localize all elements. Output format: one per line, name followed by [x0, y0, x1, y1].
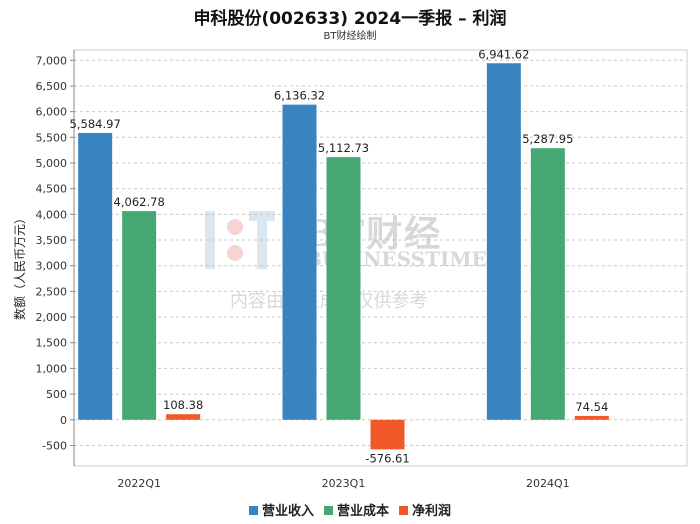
data-label: 6,136.32 — [274, 89, 325, 103]
legend-label: 净利润 — [412, 504, 452, 519]
data-label: 5,287.95 — [522, 132, 573, 146]
legend-item[interactable]: 营业成本 — [323, 500, 389, 519]
data-label: 108.38 — [163, 398, 203, 412]
y-tick-label: 1,000 — [36, 362, 68, 375]
legend-item[interactable]: 营业收入 — [248, 500, 314, 519]
chart-title: 申科股份(002633) 2024一季报 – 利润 — [193, 9, 507, 29]
legend-label: 营业成本 — [336, 504, 389, 519]
data-labels: 5,584.97 4,062.78 108.38 6,136.32 5,112.73 -5… — [70, 47, 609, 465]
x-tick-label: 2023Q1 — [322, 477, 366, 490]
legend-label: 营业收入 — [261, 504, 314, 519]
legend: 营业收入 营业成本 净利润 — [0, 500, 700, 519]
data-label: 5,584.97 — [70, 117, 121, 131]
x-tick-label: 2022Q1 — [117, 477, 161, 490]
bar-净利润-2022Q1 — [166, 414, 201, 420]
y-tick-label: 1,500 — [36, 337, 68, 350]
y-tick-label: 5,500 — [36, 131, 68, 144]
legend-swatch — [323, 506, 333, 515]
y-tick-label: 4,500 — [36, 183, 68, 196]
data-label: 6,941.62 — [478, 47, 529, 61]
data-label: 4,062.78 — [114, 195, 165, 209]
bar-营业收入-2022Q1 — [78, 132, 113, 420]
bar-营业收入-2024Q1 — [486, 63, 521, 420]
legend-swatch — [248, 506, 258, 515]
chart-subtitle: BT财经绘制 — [323, 31, 377, 42]
bar-净利润-2024Q1 — [574, 415, 609, 420]
y-tick-label: 2,500 — [36, 285, 68, 298]
y-tick-label: 3,500 — [36, 234, 68, 247]
y-tick-label: 7,000 — [36, 54, 68, 67]
bar-营业成本-2023Q1 — [326, 157, 361, 420]
bar-营业成本-2024Q1 — [530, 148, 565, 420]
y-tick-label: 0 — [60, 414, 67, 427]
axes: -500 0 500 1,000 1,500 2,000 2,500 3,000 3,500 4,… — [36, 49, 688, 490]
y-tick-label: 6,000 — [36, 106, 68, 119]
legend-item[interactable]: 净利润 — [399, 500, 451, 519]
data-label: -576.61 — [365, 451, 409, 465]
y-tick-label: 6,500 — [36, 80, 68, 93]
bar-营业收入-2023Q1 — [282, 104, 317, 420]
y-tick-label: 4,000 — [36, 208, 68, 221]
bar-净利润-2023Q1 — [370, 419, 405, 450]
data-label: 74.54 — [575, 400, 608, 414]
y-tick-label: -500 — [42, 439, 67, 452]
grid-lines — [74, 59, 687, 446]
y-tick-label: 5,000 — [36, 157, 68, 170]
data-label: 5,112.73 — [318, 141, 369, 155]
y-tick-label: 2,000 — [36, 311, 68, 324]
x-tick-label: 2024Q1 — [526, 477, 570, 490]
y-tick-label: 3,000 — [36, 260, 68, 273]
y-axis-title: 数额（人民币万元） — [12, 212, 27, 320]
bar-营业成本-2022Q1 — [122, 211, 157, 420]
bars — [78, 63, 609, 450]
y-tick-label: 500 — [46, 388, 67, 401]
legend-swatch — [399, 506, 408, 515]
